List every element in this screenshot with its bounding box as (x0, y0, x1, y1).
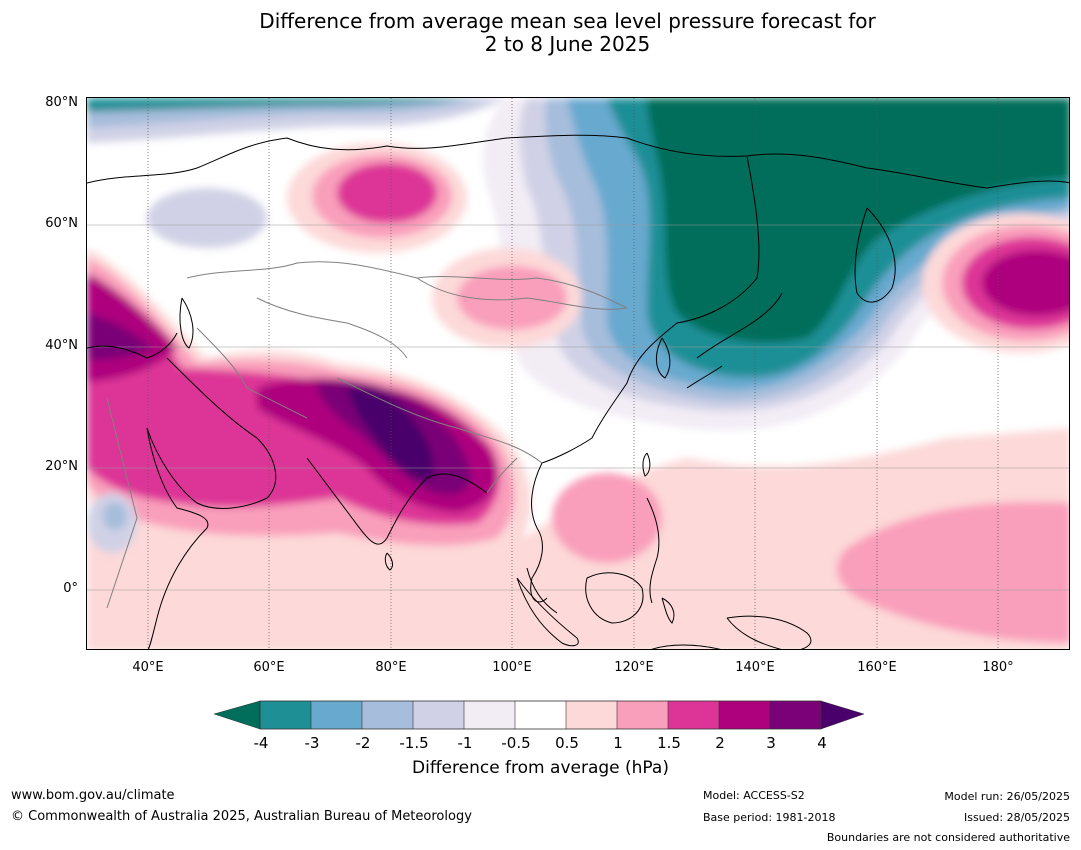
colorbar-tick: -2 (355, 734, 371, 752)
field-mongolia-p1 (457, 266, 567, 330)
coast-indochina (530, 462, 548, 603)
lon-label-140e: 140°E (735, 660, 775, 675)
copyright-text: © Commonwealth of Australia 2025, Austra… (11, 809, 472, 824)
colorbar-extend-low (214, 700, 261, 730)
field-npac-p2 (982, 250, 1069, 316)
colorbar-tick: -1 (457, 734, 473, 752)
lat-label-60n: 60°N (45, 216, 78, 231)
lat-label-20n: 20°N (45, 459, 78, 474)
gridlines (87, 224, 1069, 591)
lon-label-60e: 60°E (253, 660, 285, 675)
lon-label-160e: 160°E (857, 660, 897, 675)
colorbar (214, 700, 865, 730)
border-central-asia (256, 297, 408, 359)
colorbar-tick: -1.5 (399, 734, 429, 752)
field-africa-neg2 (103, 502, 127, 530)
colorbar-bin-15-2 (668, 701, 719, 729)
field-seasia-p1 (552, 473, 662, 563)
coast-korea (655, 337, 671, 379)
lon-label-120e: 120°E (614, 660, 654, 675)
lon-label-180: 180° (982, 660, 1014, 675)
coast-new-guinea (726, 615, 812, 649)
title-line-1: Difference from average mean sea level p… (259, 9, 876, 33)
coast-africa-horn (146, 427, 209, 649)
coast-sumatra (516, 577, 579, 647)
colorbar-bin-neg4-neg3 (260, 701, 311, 729)
colorbar-tick: 3 (766, 734, 776, 752)
border-china-south (336, 377, 543, 464)
coast-arabia (146, 357, 277, 509)
model-text: Model: ACCESS-S2 (703, 789, 805, 802)
coast-australia (651, 644, 721, 649)
colorbar-bin-2-3 (719, 701, 770, 729)
map-canvas (87, 98, 1069, 649)
field-sasia-gt4 (347, 387, 434, 479)
model-run-text: Model run: 26/05/2025 (944, 790, 1070, 803)
colorbar-extend-high (820, 700, 865, 730)
field-lt-neg4 (647, 98, 1069, 343)
border-china-mongolia (416, 277, 628, 310)
border-africa (106, 397, 138, 609)
lat-label-80n: 80°N (45, 95, 78, 110)
lon-label-40e: 40°E (132, 660, 164, 675)
colorbar-bin-neg15-neg1 (413, 701, 464, 729)
coast-arctic-eurasia (87, 134, 1069, 189)
pressure-anomaly-map (86, 97, 1070, 650)
colorbar-bin-neg05-05 (515, 701, 566, 729)
colorbar-bin-3-4 (770, 701, 821, 729)
colorbar-bin-neg1-neg05 (464, 701, 515, 729)
coast-malay (526, 567, 558, 614)
border-iran (196, 327, 308, 419)
colorbar-label: Difference from average (hPa) (412, 758, 669, 778)
coast-mediterranean (87, 332, 178, 359)
colorbar-outline (259, 700, 822, 730)
colorbar-tick: 1 (613, 734, 623, 752)
lon-label-80e: 80°E (375, 660, 407, 675)
colorbar-tick: 4 (817, 734, 827, 752)
title-line-2: 2 to 8 June 2025 (484, 32, 651, 56)
lat-label-0: 0° (63, 581, 78, 596)
colorbar-tick: 1.5 (657, 734, 681, 752)
website-link[interactable]: www.bom.gov.au/climate (11, 788, 175, 803)
field-arctic-neg-west3 (87, 98, 467, 112)
lat-label-40n: 40°N (45, 338, 78, 353)
coast-taiwan (642, 452, 651, 477)
colorbar-bin-neg2-neg15 (362, 701, 413, 729)
issued-text: Issued: 28/05/2025 (963, 811, 1070, 824)
coast-borneo (585, 572, 644, 624)
anomaly-fields (87, 98, 1069, 649)
field-mideast-p3 (87, 313, 152, 360)
coast-japan (686, 292, 783, 389)
border-myanmar (486, 457, 518, 494)
colorbar-tick: -3 (304, 734, 320, 752)
lon-label-100e: 100°E (492, 660, 532, 675)
coast-kamchatka (854, 207, 896, 303)
field-ural-neg (147, 188, 267, 248)
coastlines (87, 134, 1069, 649)
colorbar-separators (259, 701, 822, 729)
field-siberia-p15 (337, 163, 437, 223)
coast-east-asia (541, 155, 760, 464)
colorbar-tick: -4 (253, 734, 269, 752)
coast-caspian (179, 297, 194, 349)
field-pacific-pink (836, 501, 1069, 643)
colorbar-bin-neg3-neg2 (311, 701, 362, 729)
coast-india (306, 457, 488, 545)
colorbar-tick: -0.5 (501, 734, 531, 752)
chart-title: Difference from average mean sea level p… (0, 10, 1081, 56)
coast-sri-lanka (384, 552, 394, 571)
colorbar-tick: 2 (715, 734, 725, 752)
coast-sulawesi (661, 597, 675, 624)
disclaimer-text: Boundaries are not considered authoritat… (826, 831, 1070, 844)
meridians (147, 98, 999, 649)
colorbar-bin-1-15 (617, 701, 668, 729)
country-borders (106, 261, 628, 609)
colorbar-tick: 0.5 (555, 734, 579, 752)
colorbar-bin-05-1 (566, 701, 617, 729)
border-russia-south (186, 261, 628, 309)
base-period-text: Base period: 1981-2018 (703, 811, 836, 824)
coast-philippines (646, 497, 660, 604)
